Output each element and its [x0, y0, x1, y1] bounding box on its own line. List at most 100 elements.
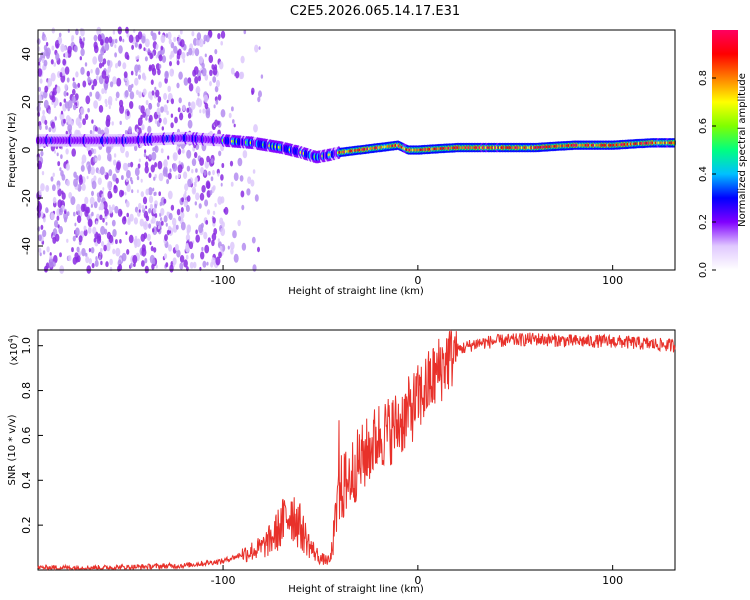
spectrogram-noise-speck: [148, 114, 153, 123]
spectrogram-noise-speck: [38, 57, 42, 63]
spectrogram-noise-speck: [43, 99, 49, 109]
spectrogram-noise-speck: [191, 31, 195, 37]
spectrogram-noise-speck: [71, 120, 74, 126]
spectrogram-noise-speck: [180, 221, 186, 231]
spectrogram-noise-speck: [80, 164, 85, 172]
spectrogram-noise-speck: [109, 81, 114, 88]
spectrogram-noise-speck: [130, 70, 134, 76]
spectrogram-noise-speck: [168, 244, 172, 252]
spectrogram-noise-speck: [141, 247, 147, 257]
spectrogram-noise-speck: [103, 82, 108, 91]
spectrogram-noise-speck: [78, 235, 83, 243]
spectrogram-noise-speck: [150, 245, 154, 252]
spectrogram-noise-speck: [131, 44, 135, 50]
spectrogram-noise-speck: [134, 167, 140, 177]
spectrogram-noise-speck: [112, 30, 116, 35]
spectrogram-noise-speck: [109, 61, 113, 67]
spectrogram-noise-speck: [183, 259, 188, 268]
spectrogram-noise-speck: [54, 220, 59, 228]
spectrogram-noise-speck: [112, 229, 117, 237]
spectrogram-noise-speck: [115, 97, 118, 102]
spectrogram-y-tick-label: 40: [20, 47, 33, 61]
spectrogram-noise-speck: [154, 162, 158, 168]
spectrogram-noise-speck: [190, 101, 196, 110]
spectrogram-noise-speck: [175, 224, 179, 230]
spectrogram-noise-speck: [186, 149, 192, 159]
spectrogram-noise-speck: [198, 75, 201, 82]
spectrogram-noise-speck: [201, 246, 204, 252]
spectrogram-noise-speck: [195, 192, 200, 201]
spectrogram-noise-speck: [97, 34, 102, 42]
spectrogram-noise-speck: [94, 157, 98, 162]
spectrogram-noise-speck: [95, 220, 98, 225]
spectrogram-noise-speck: [84, 113, 89, 120]
spectrogram-noise-speck: [176, 53, 181, 60]
spectrogram-noise-speck: [79, 56, 83, 61]
spectrogram-noise-speck: [127, 162, 131, 168]
spectrogram-noise-speck: [87, 164, 92, 173]
spectrogram-noise-speck: [95, 67, 100, 76]
spectrogram-noise-speck: [38, 190, 42, 196]
spectrogram-noise-speck: [51, 45, 55, 51]
spectrogram-noise-speck: [53, 103, 57, 109]
spectrogram-noise-speck: [130, 161, 134, 168]
spectrogram-noise-speck: [145, 48, 148, 52]
spectrogram-noise-speck: [133, 217, 138, 225]
spectrogram-noise-speck: [56, 85, 61, 94]
spectrogram-noise-speck: [257, 246, 260, 253]
spectrogram-noise-speck: [150, 79, 154, 85]
spectrogram-noise-speck: [88, 248, 91, 253]
spectrogram-noise-speck: [163, 215, 168, 223]
spectrogram-y-tick-label: 20: [20, 95, 33, 109]
spectrogram-noise-speck: [194, 48, 200, 57]
spectrogram-noise-speck: [172, 257, 177, 266]
spectrogram-noise-speck: [176, 249, 181, 258]
spectrogram-noise-speck: [121, 216, 127, 225]
spectrogram-noise-speck: [106, 231, 111, 240]
spectrogram-noise-speck: [100, 247, 103, 253]
spectrogram-noise-speck: [72, 235, 76, 242]
spectrogram-noise-speck: [64, 83, 68, 90]
spectrogram-noise-speck: [140, 191, 144, 198]
spectrogram-noise-speck: [160, 106, 164, 113]
spectrogram-noise-speck: [49, 252, 52, 257]
spectrogram-noise-speck: [65, 163, 70, 171]
spectrogram-noise-speck: [70, 196, 76, 206]
spectrogram-noise-speck: [180, 39, 185, 48]
spectrogram-noise-speck: [169, 61, 172, 67]
spectrogram-noise-speck: [122, 62, 127, 70]
spectrogram-noise-speck: [217, 196, 223, 205]
spectrogram-noise-speck: [176, 82, 180, 89]
spectrogram-noise-speck: [153, 176, 156, 181]
spectrogram-noise-speck: [184, 183, 189, 191]
spectrogram-noise-speck: [134, 77, 139, 86]
spectrogram-noise-speck: [90, 69, 93, 74]
spectrogram-noise-speck: [46, 246, 50, 253]
spectrogram-noise-speck: [108, 36, 113, 44]
spectrogram-noise-speck: [111, 121, 114, 126]
spectrogram-noise-speck: [104, 75, 109, 84]
spectrogram-noise-layer: [36, 26, 264, 274]
spectrogram-noise-speck: [60, 110, 64, 115]
spectrogram-noise-speck: [237, 157, 243, 167]
spectrogram-noise-speck: [140, 105, 145, 114]
spectrogram-noise-speck: [167, 190, 173, 200]
spectrogram-noise-speck: [126, 249, 130, 255]
spectrogram-noise-speck: [99, 166, 105, 176]
spectrogram-noise-speck: [125, 200, 130, 208]
spectrogram-noise-speck: [86, 175, 89, 180]
spectrogram-noise-speck: [138, 74, 141, 80]
spectrogram-noise-speck: [130, 262, 133, 268]
spectrogram-noise-speck: [91, 211, 94, 217]
spectrogram-noise-speck: [163, 104, 168, 113]
spectrogram-noise-speck: [100, 225, 106, 235]
spectrogram-noise-speck: [83, 229, 88, 237]
spectrogram-noise-speck: [50, 212, 55, 220]
spectrogram-noise-speck: [159, 50, 163, 55]
spectrogram-noise-speck: [204, 102, 209, 110]
spectrogram-noise-speck: [56, 184, 60, 190]
spectrogram-noise-speck: [182, 104, 186, 112]
spectrogram-noise-speck: [98, 255, 102, 261]
spectrogram-noise-speck: [144, 38, 150, 48]
spectrogram-noise-speck: [152, 187, 155, 192]
